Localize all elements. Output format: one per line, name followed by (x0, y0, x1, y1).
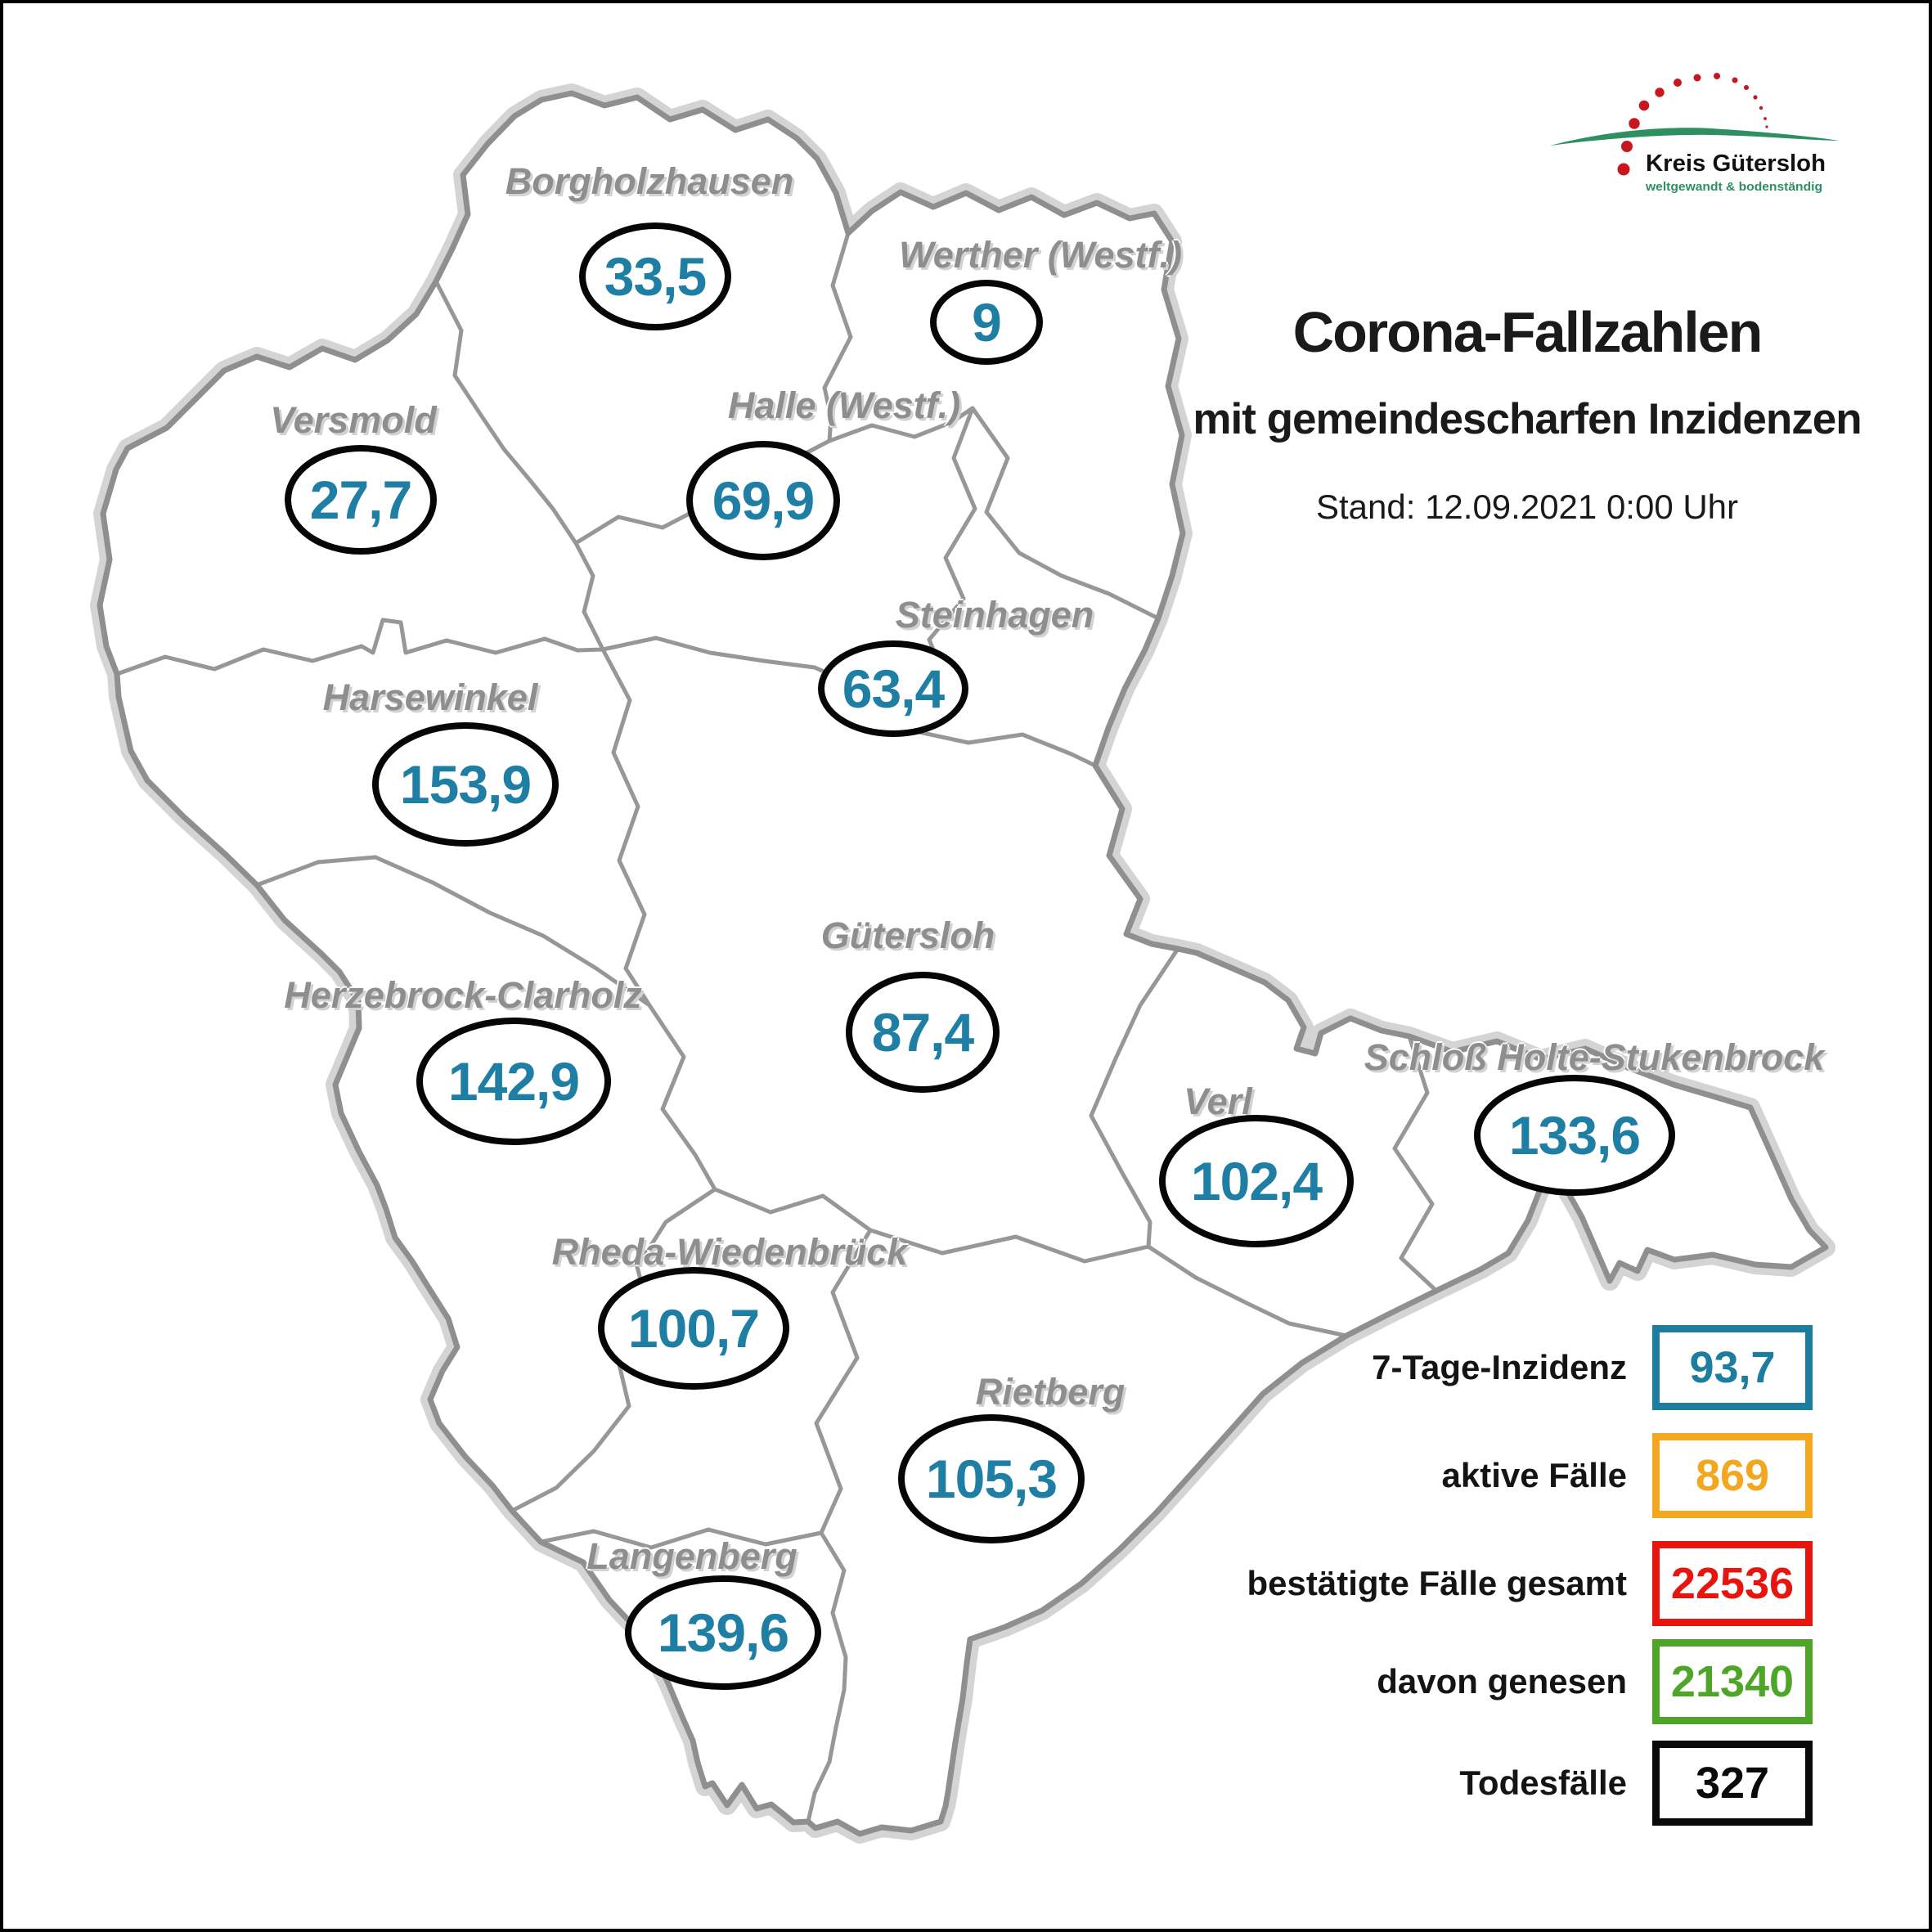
municipality-label-rietberg: Rietberg (975, 1371, 1126, 1413)
logo-tagline: weltgewandt & bodenständig (1645, 180, 1822, 194)
incidence-badge-halle: 69,9 (686, 441, 840, 560)
district-outline (97, 90, 1829, 1837)
legend-row-incidence: 7-Tage-Inzidenz 93,7 (1157, 1325, 1813, 1410)
legend-row-confirmed-total: bestätigte Fälle gesamt 22536 (1157, 1541, 1813, 1626)
district-fill (100, 93, 1826, 1834)
legend-row-active-cases: aktive Fälle 869 (1157, 1433, 1813, 1518)
incidence-badge-guetersloh: 87,4 (846, 972, 1000, 1093)
municipality-label-versmold: Versmold (270, 399, 437, 441)
district-map (90, 83, 1835, 1844)
legend-value-box: 869 (1652, 1433, 1813, 1518)
incidence-badge-langenberg: 139,6 (625, 1575, 821, 1690)
logo-name: Kreis Gütersloh (1646, 151, 1826, 177)
legend-label: bestätigte Fälle gesamt (1247, 1564, 1627, 1602)
municipality-label-langenberg: Langenberg (586, 1535, 798, 1577)
legend-label: davon genesen (1377, 1662, 1627, 1701)
municipality-label-steinhagen: Steinhagen (895, 594, 1094, 636)
municipal-boundaries (115, 231, 1439, 1824)
incidence-badge-herzebrock-clarholz: 142,9 (416, 1018, 611, 1145)
legend-value-box: 93,7 (1652, 1325, 1813, 1410)
municipality-label-halle: Halle (Westf.) (727, 384, 961, 426)
municipality-label-guetersloh: Gütersloh (820, 914, 995, 956)
municipality-label-rheda-wiedenbrueck: Rheda-Wiedenbrück (551, 1231, 908, 1273)
municipality-label-herzebrock-clarholz: Herzebrock-Clarholz (284, 974, 642, 1016)
legend-value-box: 22536 (1652, 1541, 1813, 1626)
incidence-badge-rheda-wiedenbrueck: 100,7 (598, 1267, 789, 1390)
incidence-badge-schloss-holte-stukenbrock: 133,6 (1474, 1075, 1675, 1196)
legend-value-box: 327 (1652, 1741, 1813, 1826)
legend-label: Todesfälle (1459, 1764, 1627, 1802)
incidence-badge-versmold: 27,7 (285, 445, 437, 555)
legend-value-box: 21340 (1652, 1639, 1813, 1724)
logo-swoosh (1550, 128, 1840, 146)
legend-row-deaths: Todesfälle 327 (1157, 1741, 1813, 1826)
incidence-badge-werther: 9 (930, 280, 1043, 365)
incidence-badge-rietberg: 105,3 (898, 1414, 1085, 1543)
legend-label: aktive Fälle (1441, 1456, 1627, 1494)
incidence-badge-verl: 102,4 (1159, 1115, 1354, 1247)
logo-dots-arc (1617, 73, 1768, 176)
legend-row-recovered: davon genesen 21340 (1157, 1639, 1813, 1724)
incidence-badge-steinhagen: 63,4 (818, 640, 968, 737)
legend-label: 7-Tage-Inzidenz (1372, 1348, 1627, 1386)
municipality-label-werther: Werther (Westf.) (899, 234, 1182, 276)
municipality-label-harsewinkel: Harsewinkel (322, 676, 538, 718)
incidence-badge-borgholzhausen: 33,5 (579, 222, 731, 330)
as-of-date: Stand: 12.09.2021 0:00 Uhr (1315, 487, 1739, 526)
kreis-guetersloh-logo: Kreis Gütersloh weltgewandt & bodenständ… (1550, 73, 1840, 194)
page-subtitle: mit gemeindescharfen Inzidenzen (1193, 395, 1862, 443)
page-title: Corona-Fallzahlen (1292, 300, 1764, 364)
municipality-label-schloss-holte-stukenbrock: Schloß Holte-Stukenbrock (1364, 1036, 1825, 1078)
incidence-badge-harsewinkel: 153,9 (372, 722, 559, 847)
municipality-label-borgholzhausen: Borgholzhausen (505, 160, 794, 202)
